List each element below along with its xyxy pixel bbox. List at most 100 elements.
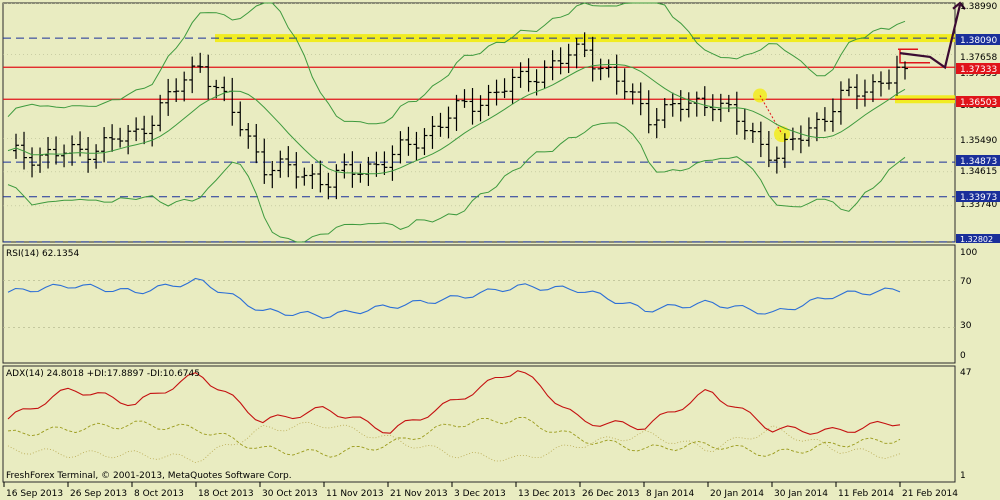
di-plus-line <box>7 417 901 458</box>
ohlc-bar <box>149 115 156 147</box>
ohlc-bar <box>821 107 828 132</box>
level-tag-bg <box>956 96 1000 107</box>
ohlc-bar <box>461 89 468 108</box>
date-axis: 16 Sep 2013 26 Sep 2013 8 Oct 2013 18 Oct 2… <box>3 482 958 499</box>
rsi-scale-label: 100 <box>960 248 977 258</box>
rsi-scale-label: 0 <box>960 351 966 361</box>
ohlc-bar <box>621 68 628 100</box>
ohlc-bar <box>405 126 412 156</box>
bollinger-lower <box>7 122 906 243</box>
ohlc-bar <box>333 164 340 200</box>
rsi-line <box>7 277 901 319</box>
ohlc-bar <box>197 52 204 73</box>
ohlc-bar <box>597 58 604 81</box>
ohlc-bar <box>725 94 732 113</box>
ohlc-bar <box>853 74 860 110</box>
ohlc-bar <box>677 90 684 122</box>
ohlc-bar <box>269 161 276 189</box>
ohlc-bar <box>373 151 380 177</box>
ohlc-bar <box>861 79 868 107</box>
ohlc-bar <box>125 125 132 155</box>
ohlc-bar <box>813 112 820 142</box>
ohlc-bar <box>541 60 548 89</box>
ohlc-bar <box>902 61 908 80</box>
ohlc-bar <box>869 74 876 103</box>
annotation-connector <box>759 95 783 135</box>
ohlc-bar <box>781 133 788 168</box>
forecast-arrowhead <box>952 1 966 10</box>
ohlc-bar <box>549 50 556 81</box>
ohlc-bar <box>837 81 844 125</box>
ohlc-bar <box>557 47 564 75</box>
date-label: 21 Feb 2014 <box>902 489 958 499</box>
ohlc-bar <box>85 136 92 173</box>
ohlc-bar <box>429 116 436 149</box>
ohlc-bar <box>749 122 756 143</box>
rsi-scale-label: 70 <box>960 277 972 287</box>
level-tag: 1.32802 <box>960 235 993 244</box>
date-label: 3 Dec 2013 <box>454 489 506 499</box>
date-label: 21 Nov 2013 <box>390 489 448 499</box>
ohlc-bar <box>293 152 300 189</box>
ohlc-bar <box>773 146 780 174</box>
ohlc-bar <box>397 131 404 164</box>
ohlc-bar <box>277 150 284 178</box>
date-label: 18 Oct 2013 <box>198 489 254 499</box>
di-minus-line <box>7 421 901 464</box>
level-tag-bg <box>956 155 1000 166</box>
ohlc-bar <box>133 117 140 142</box>
ohlc-bar <box>213 79 220 99</box>
ohlc-bar <box>805 117 812 147</box>
ohlc-bar <box>885 69 892 90</box>
ohlc-bar <box>285 146 292 178</box>
ohlc-bar <box>565 43 572 74</box>
bollinger-upper <box>7 2 906 125</box>
date-label: 26 Dec 2013 <box>582 489 640 499</box>
ohlc-bar <box>493 79 500 106</box>
ohlc-bar <box>613 54 620 95</box>
date-label: 13 Dec 2013 <box>518 489 576 499</box>
ohlc-bar <box>117 127 124 148</box>
ohlc-bar <box>301 167 308 186</box>
ohlc-bar <box>685 92 692 118</box>
level-tags: 1.38090 1.37333 1.36503 1.34873 1.33973 … <box>956 34 1000 244</box>
level-tag: 1.33973 <box>960 193 997 203</box>
rsi-panel-frame <box>2 244 956 364</box>
level-tag: 1.38090 <box>960 36 997 46</box>
date-label: 30 Jan 2014 <box>774 489 828 499</box>
date-label: 16 Sep 2013 <box>6 489 63 499</box>
forecast-arrow <box>899 4 962 70</box>
ohlc-bar <box>389 145 396 181</box>
level-tag: 1.37333 <box>960 65 997 75</box>
ohlc-bar <box>205 54 212 100</box>
ohlc-bar <box>509 68 516 105</box>
level-tag-bg <box>956 63 1000 74</box>
price-label: 1.38990 <box>960 2 997 12</box>
date-label: 11 Feb 2014 <box>838 489 894 499</box>
ohlc-bar <box>797 125 804 154</box>
ohlc-bar <box>877 71 884 97</box>
ohlc-bar <box>253 123 260 164</box>
ohlc-bar <box>645 90 652 134</box>
ohlc-bar <box>765 131 772 168</box>
rsi-header: RSI(14) 62.1354 <box>6 249 79 259</box>
ohlc-bar <box>653 108 660 139</box>
ohlc-bar <box>349 151 356 188</box>
ohlc-bar <box>381 151 388 175</box>
ohlc-bar <box>317 160 324 193</box>
ohlc-bar <box>29 147 36 178</box>
ohlc-bar <box>53 136 60 165</box>
price-label: 1.35490 <box>960 136 997 146</box>
price-label: 1.37658 <box>960 53 997 63</box>
ohlc-bar <box>173 78 180 103</box>
price-label: 1.33740 <box>960 200 997 210</box>
ohlc-bar <box>893 55 900 96</box>
ohlc-bar <box>21 131 28 170</box>
ohlc-bar <box>93 144 100 169</box>
level-tag-bg <box>956 34 1000 45</box>
ohlc-bar <box>181 71 188 102</box>
date-label: 8 Jan 2014 <box>646 489 694 499</box>
